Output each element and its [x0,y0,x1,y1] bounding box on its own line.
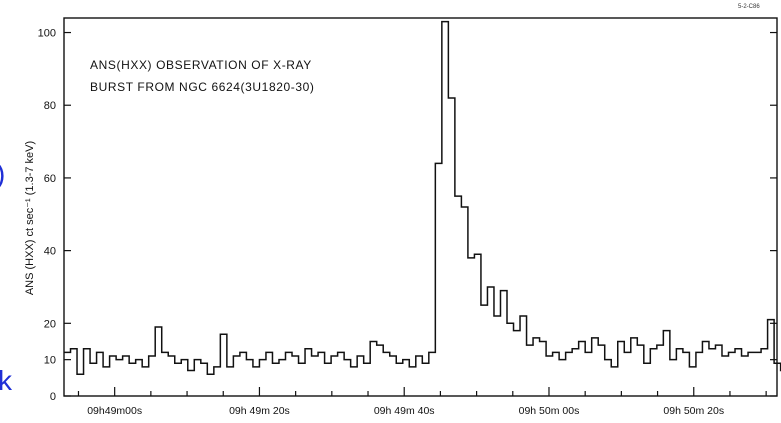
page-edge-glyph-left: ) [0,158,5,189]
y-tick-label: 80 [44,100,56,112]
count-rate-series [64,20,781,375]
y-tick-label: 100 [38,28,56,40]
y-tick-label: 0 [50,391,56,403]
annotation-line-2: BURST FROM NGC 6624(3U1820-30) [90,80,315,94]
x-tick-label: 09h 49m 40s [374,405,435,417]
x-tick-label: 09h49m00s [87,405,142,417]
corner-code: 5-2-C86 [738,4,760,10]
y-axis-title: ANS (HXX) ct sec⁻¹ (1.3-7 keV) [24,141,36,295]
annotation-line-1: ANS(HXX) OBSERVATION OF X-RAY [90,58,312,72]
y-tick-label: 10 [44,355,56,367]
page-edge-glyph-bottom: k [0,365,13,396]
plot-frame [63,17,778,397]
x-tick-label: 09h 49m 20s [229,405,290,417]
y-tick-label: 60 [44,173,56,185]
x-axis: 09h49m00s 09h 49m 20s 09h 49m 40s 09h 50m 0… [77,387,767,417]
x-tick-label: 09h 50m 00s [519,405,580,417]
y-axis: 0 10 20 40 60 80 100 [38,28,777,403]
series-layer [64,20,781,375]
y-tick-label: 40 [44,246,56,258]
x-tick-label: 09h 50m 20s [663,405,724,417]
y-tick-label: 20 [44,318,56,330]
